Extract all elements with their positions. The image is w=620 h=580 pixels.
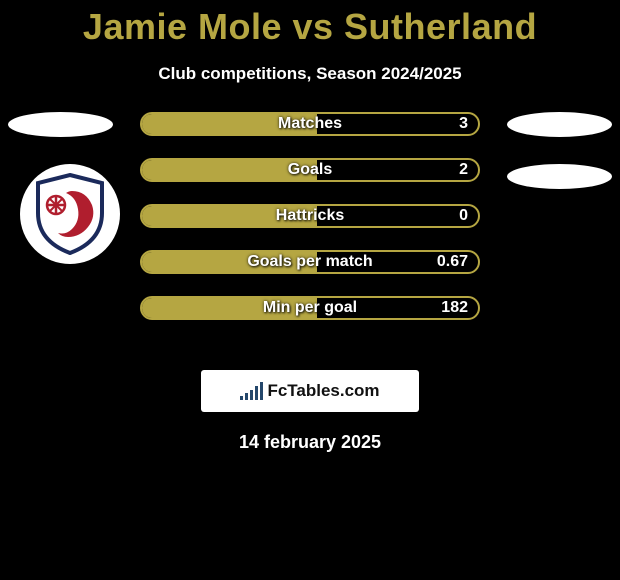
stat-row: Goals 2	[140, 158, 480, 182]
stat-label: Min per goal	[263, 299, 357, 317]
bars-icon-bar	[245, 393, 248, 400]
stat-row: Goals per match 0.67	[140, 250, 480, 274]
attribution-text: FcTables.com	[267, 381, 379, 401]
attribution-badge: FcTables.com	[201, 370, 419, 412]
shield-crest-icon	[34, 173, 106, 255]
stat-label: Goals	[288, 161, 332, 179]
stat-label: Hattricks	[276, 207, 344, 225]
stat-value-right: 0	[459, 207, 468, 225]
bars-icon-bar	[240, 396, 243, 400]
snapshot-date: 14 february 2025	[0, 432, 620, 453]
page-title: Jamie Mole vs Sutherland	[0, 0, 620, 48]
bars-icon-bar	[255, 386, 258, 400]
stat-value-right: 182	[441, 299, 468, 317]
stat-value-right: 2	[459, 161, 468, 179]
stat-value-right: 3	[459, 115, 468, 133]
stat-value-right: 0.67	[437, 253, 468, 271]
stat-row: Matches 3	[140, 112, 480, 136]
player-photo-left-placeholder	[8, 112, 113, 137]
stat-rows: Matches 3 Goals 2 Hattricks 0 Goals per match 0…	[140, 112, 480, 320]
player-photo-right-placeholder	[507, 112, 612, 137]
page-subtitle: Club competitions, Season 2024/2025	[0, 64, 620, 84]
stat-row: Min per goal 182	[140, 296, 480, 320]
bars-icon	[240, 382, 263, 400]
bars-icon-bar	[250, 390, 253, 400]
stat-row: Hattricks 0	[140, 204, 480, 228]
stat-label: Matches	[278, 115, 342, 133]
club-crest-left	[20, 164, 120, 264]
stat-label: Goals per match	[247, 253, 372, 271]
comparison-area: Matches 3 Goals 2 Hattricks 0 Goals per match 0…	[0, 112, 620, 352]
bars-icon-bar	[260, 382, 263, 400]
club-crest-right-placeholder	[507, 164, 612, 189]
